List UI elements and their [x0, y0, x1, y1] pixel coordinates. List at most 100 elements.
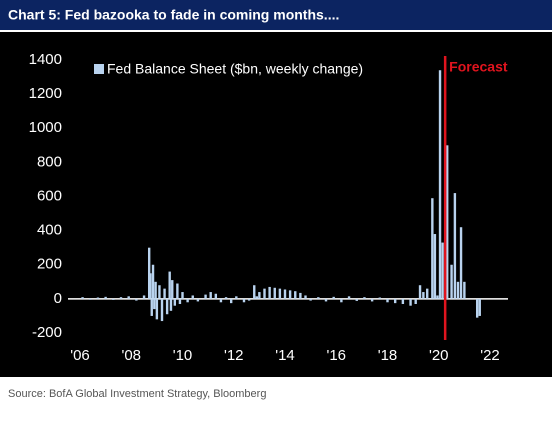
bar: [317, 297, 320, 299]
bar: [81, 297, 84, 299]
bar: [104, 296, 107, 299]
bar: [288, 290, 292, 299]
bar: [386, 298, 389, 303]
bar: [168, 271, 171, 299]
bar: [324, 298, 328, 302]
x-tick-label: '22: [480, 347, 500, 364]
bar: [160, 298, 164, 322]
forecast-label: Forecast: [449, 59, 508, 75]
bar: [173, 298, 177, 306]
plot-background: [0, 32, 552, 377]
y-tick-label: 600: [37, 187, 62, 204]
bar: [96, 297, 100, 299]
bar: [446, 145, 449, 299]
x-tick-label: '20: [429, 347, 449, 364]
bar: [135, 298, 138, 301]
bar: [456, 281, 460, 299]
bar: [154, 281, 157, 299]
x-tick-label: '14: [275, 347, 295, 364]
bar: [426, 288, 429, 299]
y-tick-label: 0: [54, 290, 62, 307]
bar: [304, 295, 307, 299]
bar: [273, 287, 276, 299]
bar: [450, 264, 453, 299]
bar: [209, 292, 212, 299]
x-tick-label: '06: [70, 347, 90, 364]
y-tick-label: 1000: [29, 119, 62, 136]
bar: [263, 288, 266, 299]
bar: [422, 292, 425, 299]
x-tick-label: '16: [326, 347, 346, 364]
bar: [283, 289, 287, 299]
bar: [414, 298, 417, 304]
bar: [255, 296, 259, 299]
bar: [150, 298, 153, 316]
bar: [229, 298, 233, 304]
y-tick-label: 400: [37, 222, 62, 239]
bar: [453, 193, 457, 299]
bar: [459, 227, 463, 299]
bar: [142, 295, 146, 299]
bar: [340, 298, 343, 303]
bar: [253, 285, 256, 299]
bar: [235, 296, 238, 299]
bar: [278, 288, 282, 299]
chart-title: Chart 5: Fed bazooka to fade in coming m…: [8, 7, 339, 23]
bar: [176, 283, 179, 299]
y-tick-label: -200: [32, 324, 62, 341]
bar: [171, 280, 174, 299]
bar: [149, 273, 152, 299]
bar: [153, 298, 156, 310]
x-tick-label: '18: [378, 347, 398, 364]
bar: [409, 298, 412, 306]
title-bar: [0, 0, 552, 30]
bar: [299, 292, 302, 299]
bar: [393, 298, 397, 304]
bar: [181, 292, 184, 299]
source: Source: BofA Global Investment Strategy,…: [8, 388, 266, 400]
bar: [436, 295, 439, 299]
x-tick-label: '10: [173, 347, 193, 364]
bar: [196, 298, 200, 302]
y-tick-label: 800: [37, 153, 62, 170]
bar: [463, 281, 466, 299]
x-tick-label: '12: [224, 347, 244, 364]
bar: [438, 70, 442, 299]
bar: [127, 296, 130, 299]
bar: [268, 286, 271, 299]
legend-swatch: [94, 64, 104, 74]
x-tick-label: '08: [121, 347, 141, 364]
bar: [475, 298, 479, 318]
bar: [347, 296, 351, 299]
bar: [309, 298, 312, 301]
bar: [441, 242, 444, 299]
bar: [165, 298, 169, 315]
bar: [224, 297, 228, 299]
y-tick-label: 200: [37, 256, 62, 273]
bar: [242, 298, 246, 303]
bar: [155, 298, 159, 320]
legend-label: Fed Balance Sheet ($bn, weekly change): [107, 61, 363, 77]
bar: [214, 293, 218, 299]
bar: [119, 297, 123, 299]
bar: [186, 298, 189, 303]
bar: [378, 297, 382, 299]
bar: [204, 294, 207, 299]
y-tick-label: 1200: [29, 85, 62, 102]
bar: [431, 198, 434, 299]
bar: [433, 234, 437, 299]
y-tick-label: 1400: [29, 51, 62, 68]
bar: [332, 296, 335, 299]
bar: [158, 285, 161, 299]
bar: [89, 298, 92, 300]
bar: [478, 298, 481, 316]
bar: [219, 298, 223, 303]
bar: [191, 295, 194, 299]
bar: [258, 292, 261, 299]
bar: [163, 288, 166, 299]
bar: [112, 298, 115, 300]
title-rule: [0, 30, 552, 32]
bar: [151, 264, 155, 299]
bar: [418, 285, 422, 299]
